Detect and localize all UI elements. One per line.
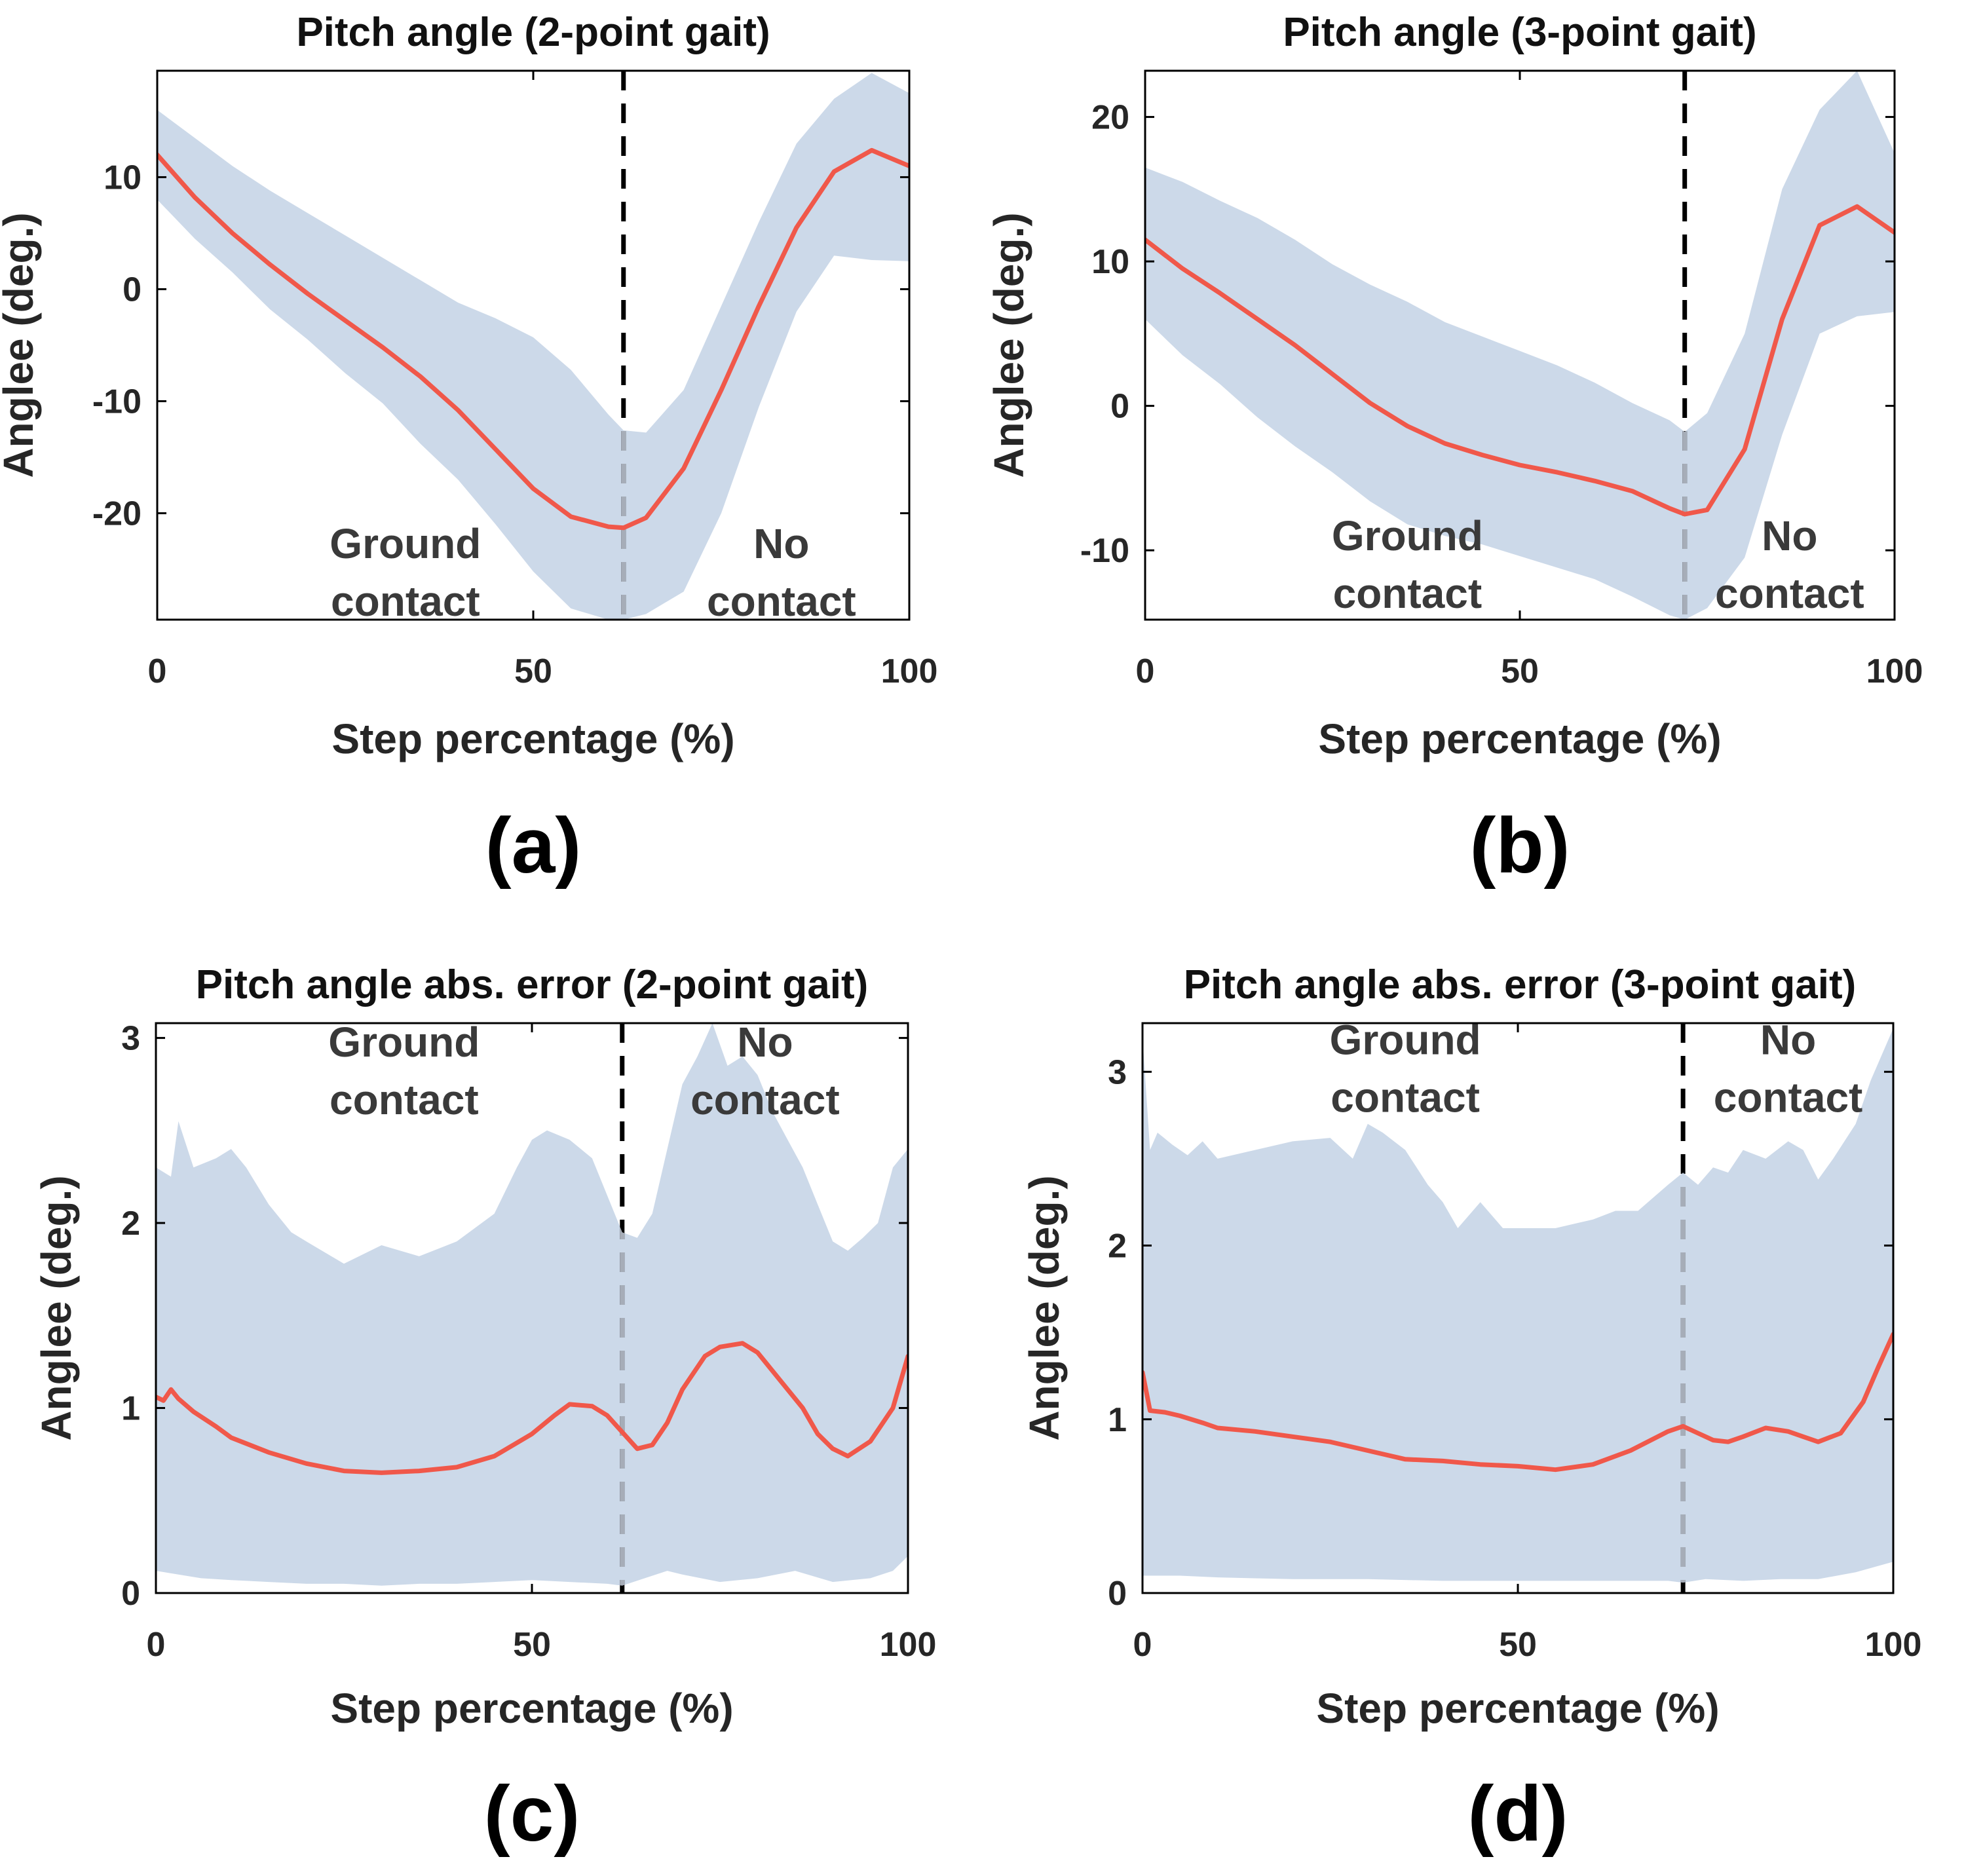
y-tick-label: 3 xyxy=(121,1020,140,1058)
y-tick-label: 2 xyxy=(1108,1228,1127,1266)
mean-curve xyxy=(156,1341,908,1475)
x-tick-label: 50 xyxy=(1499,1626,1537,1664)
y-tick-label: 1 xyxy=(1108,1401,1127,1439)
panel-label: (c) xyxy=(484,1770,580,1858)
chart-title: Pitch angle abs. error (3-point gait) xyxy=(1184,962,1857,1007)
y-tick-label: 0 xyxy=(123,271,142,309)
x-tick-label: 0 xyxy=(147,1626,166,1664)
chart-panel-2: Ground contact No contact 0 50 100 -10 0 10 20 Pitc… xyxy=(985,10,1923,890)
y-tick-label: 2 xyxy=(121,1205,140,1243)
y-tick-label: 0 xyxy=(121,1575,140,1613)
chart-panel-4: Ground contact No contact 0 50 100 0 1 2 3 Pitch an… xyxy=(1021,962,1921,1858)
y-tick-label: 20 xyxy=(1091,99,1129,137)
annotation-1: Ground contact xyxy=(328,1019,480,1123)
chart-title: Pitch angle (3-point gait) xyxy=(1283,10,1756,55)
x-tick-label: 100 xyxy=(1865,1626,1922,1664)
panel-label: (a) xyxy=(485,802,582,890)
x-tick-label: 100 xyxy=(1866,652,1923,690)
annotation-2: No contact xyxy=(1714,1017,1863,1121)
x-tick-label: 50 xyxy=(513,1626,551,1664)
x-axis-label: Step percentage (%) xyxy=(1318,715,1721,762)
mean-curve xyxy=(1143,1332,1893,1473)
x-axis-label: Step percentage (%) xyxy=(331,715,734,762)
plot-area xyxy=(1145,71,1895,620)
annotation-2: No contact xyxy=(690,1019,840,1123)
std-band xyxy=(157,73,909,620)
annotation-1: Ground contact xyxy=(1332,512,1483,617)
x-tick-label: 0 xyxy=(148,652,167,690)
x-tick-label: 100 xyxy=(880,1626,937,1664)
y-axis-label: Anglee (deg.) xyxy=(985,212,1032,478)
x-tick-label: 0 xyxy=(1133,1626,1152,1664)
y-axis-label: Anglee (deg.) xyxy=(33,1175,80,1440)
x-axis-label: Step percentage (%) xyxy=(330,1685,733,1732)
mean-curve xyxy=(1145,204,1895,517)
y-tick-label: 0 xyxy=(1108,1575,1127,1613)
panel-label: (b) xyxy=(1469,802,1570,890)
panel-label: (d) xyxy=(1467,1770,1568,1858)
x-axis-label: Step percentage (%) xyxy=(1316,1685,1719,1732)
annotation-2: No contact xyxy=(1715,512,1864,617)
plot-area xyxy=(157,71,909,620)
y-tick-label: 10 xyxy=(104,159,142,197)
chart-title: Pitch angle (2-point gait) xyxy=(296,10,770,55)
y-tick-label: -20 xyxy=(92,495,142,533)
y-tick-label: -10 xyxy=(1080,532,1129,570)
y-axis-label: Anglee (deg.) xyxy=(0,212,42,478)
std-band xyxy=(1145,71,1895,620)
y-tick-label: 3 xyxy=(1108,1053,1127,1091)
y-tick-label: 10 xyxy=(1091,243,1129,281)
y-tick-label: 0 xyxy=(1110,388,1129,426)
std-band xyxy=(156,1023,908,1586)
annotation-1: Ground contact xyxy=(330,520,481,625)
x-tick-label: 50 xyxy=(514,652,552,690)
x-tick-label: 50 xyxy=(1501,652,1539,690)
annotation-2: No contact xyxy=(707,520,856,625)
x-tick-label: 100 xyxy=(881,652,938,690)
y-tick-label: 1 xyxy=(121,1390,140,1428)
plot-area xyxy=(156,1023,908,1593)
plot-area xyxy=(1143,1023,1893,1593)
y-tick-label: -10 xyxy=(92,383,142,421)
chart-panel-3: Ground contact No contact 0 50 100 0 1 2 3 Pitch an… xyxy=(33,962,936,1858)
chart-panel-1: Ground contact No contact 0 50 100 -20 -10 0 10 Pit… xyxy=(0,10,937,890)
x-tick-label: 0 xyxy=(1136,652,1155,690)
annotation-1: Ground contact xyxy=(1330,1017,1481,1121)
mean-curve xyxy=(157,147,909,531)
chart-title: Pitch angle abs. error (2-point gait) xyxy=(196,962,869,1007)
y-axis-label: Anglee (deg.) xyxy=(1021,1175,1068,1440)
